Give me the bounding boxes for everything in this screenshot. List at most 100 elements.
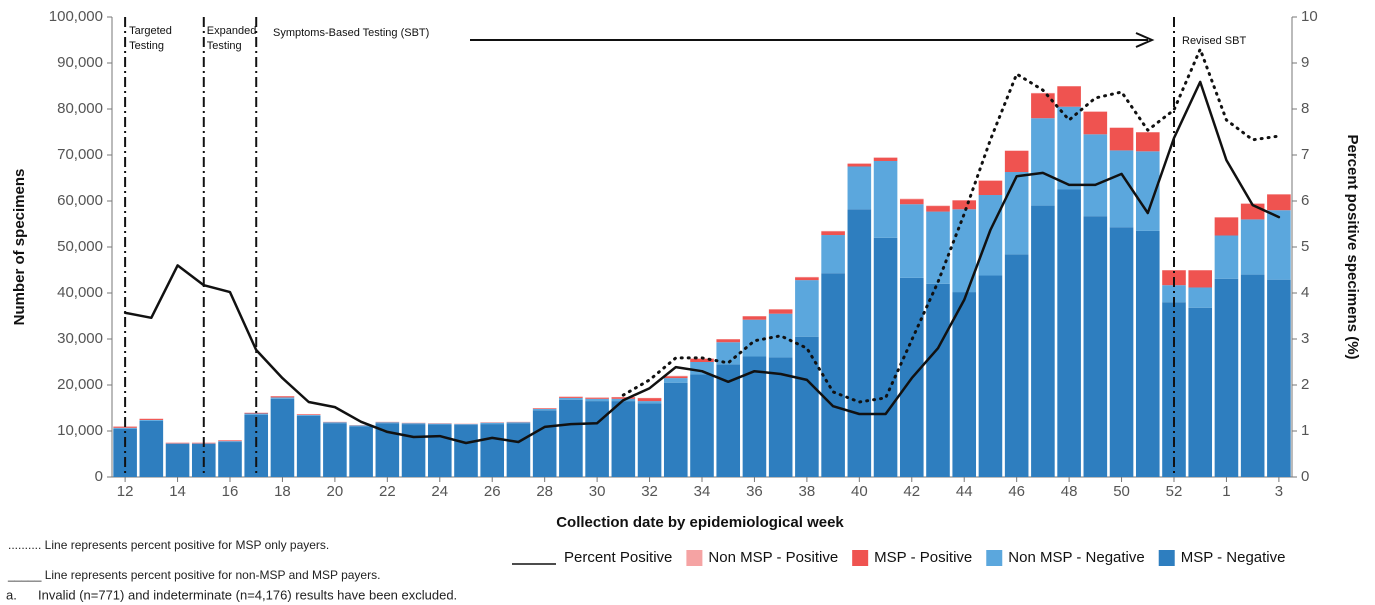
bar-segment <box>375 423 400 477</box>
bar-segment <box>349 425 373 427</box>
bar-segment <box>270 397 295 399</box>
bar-segment <box>1188 270 1213 288</box>
bar-segment <box>1267 194 1291 211</box>
y-tick-label: 0 <box>95 468 103 485</box>
bar-segment <box>585 401 609 477</box>
x-tick-label: 32 <box>641 483 658 500</box>
bar-segment <box>716 364 741 477</box>
y2-tick-label: 9 <box>1301 54 1309 71</box>
bar-segment <box>1083 111 1108 135</box>
bar-segment <box>637 403 662 477</box>
bar-segment <box>585 397 609 399</box>
bar-segment <box>1083 134 1108 217</box>
bar-segment <box>847 209 872 477</box>
x-tick-label: 3 <box>1275 483 1283 500</box>
bar-segment <box>296 414 321 415</box>
y-tick-label: 70,000 <box>57 146 103 163</box>
bar-segment <box>139 418 164 420</box>
y-tick-label: 30,000 <box>57 330 103 347</box>
y-tick-label: 80,000 <box>57 100 103 117</box>
bar-segment <box>742 319 767 357</box>
bar-segment <box>1135 132 1160 152</box>
bar-segment <box>1214 278 1239 477</box>
bar-segment <box>1031 93 1055 119</box>
bar-segment <box>113 427 137 429</box>
x-tick-label: 38 <box>799 483 816 500</box>
x-tick-label: 18 <box>274 483 291 500</box>
x-tick-label: 16 <box>222 483 239 500</box>
legend-label: MSP - Negative <box>1181 549 1286 566</box>
legend-label: Percent Positive <box>564 549 672 566</box>
bar-segment <box>1109 127 1134 151</box>
bar-segment <box>663 382 688 477</box>
bar-segment <box>1240 219 1265 275</box>
legend-swatch <box>986 550 1003 566</box>
x-tick-label: 14 <box>169 483 186 500</box>
bar-segment <box>1057 189 1081 477</box>
bar-segment <box>716 342 741 365</box>
sbt-arrowhead <box>1135 32 1155 48</box>
x-tick-label: 20 <box>327 483 344 500</box>
bar-segment <box>165 443 190 477</box>
legend-label: Non MSP - Negative <box>1008 549 1144 566</box>
bar-segment <box>454 424 478 426</box>
y-tick-label: 40,000 <box>57 284 103 301</box>
bar-segment <box>952 292 977 477</box>
bar-segment <box>1004 172 1029 255</box>
bar-segment <box>873 237 898 477</box>
bar-segment <box>1135 151 1160 231</box>
bar-segment <box>926 206 950 212</box>
bar-segment <box>1188 307 1213 477</box>
bar-segment <box>349 426 373 477</box>
bar-segment <box>1109 150 1134 228</box>
x-axis-title: Collection date by epidemiological week <box>556 514 844 531</box>
bar-segment <box>585 398 609 402</box>
x-tick-label: 40 <box>851 483 868 500</box>
bar-segment <box>1109 227 1134 477</box>
bar-segment <box>506 423 531 477</box>
bar-segment <box>270 398 295 477</box>
legend-swatch <box>852 550 869 566</box>
bar-segment <box>690 358 714 362</box>
y2-tick-label: 5 <box>1301 238 1309 255</box>
bar-segment <box>663 376 688 379</box>
bar-segment <box>559 399 583 477</box>
y2-tick-label: 4 <box>1301 284 1309 301</box>
y-tick-label: 90,000 <box>57 54 103 71</box>
bar-segment <box>559 397 583 400</box>
bar-segment <box>218 442 242 477</box>
bar-segment <box>1031 205 1055 477</box>
y-tick-label: 50,000 <box>57 238 103 255</box>
footnote: _____ Line represents percent positive f… <box>7 568 380 582</box>
y2-tick-label: 3 <box>1301 330 1309 347</box>
x-tick-label: 24 <box>431 483 448 500</box>
bar-segment <box>375 422 400 424</box>
x-tick-label: 42 <box>903 483 920 500</box>
footnote: Invalid (n=771) and indeterminate (n=4,1… <box>38 587 457 602</box>
x-tick-label: 30 <box>589 483 606 500</box>
x-tick-label: 1 <box>1222 483 1230 500</box>
bar-segment <box>1135 230 1160 477</box>
bar-segment <box>768 357 793 477</box>
bar-segment <box>611 401 636 477</box>
bar-segment <box>270 396 295 398</box>
bar-segment <box>401 424 426 477</box>
bar-segment <box>637 401 662 404</box>
x-tick-label: 12 <box>117 483 134 500</box>
y2-tick-label: 2 <box>1301 376 1309 393</box>
bar-segment <box>978 275 1003 477</box>
x-tick-label: 26 <box>484 483 501 500</box>
bar-segment <box>296 414 321 416</box>
bar-segment <box>821 231 845 236</box>
bar-segment <box>296 415 321 477</box>
bar-segment <box>795 336 819 477</box>
bar-segment <box>218 440 242 442</box>
bar-segment <box>139 420 164 477</box>
bar-segment <box>795 280 819 337</box>
bar-segment <box>663 378 688 383</box>
x-tick-label: 46 <box>1008 483 1025 500</box>
bar-segment <box>1267 279 1291 477</box>
x-tick-label: 28 <box>536 483 553 500</box>
y2-axis-title: Percent positive specimens (%) <box>1344 134 1361 359</box>
